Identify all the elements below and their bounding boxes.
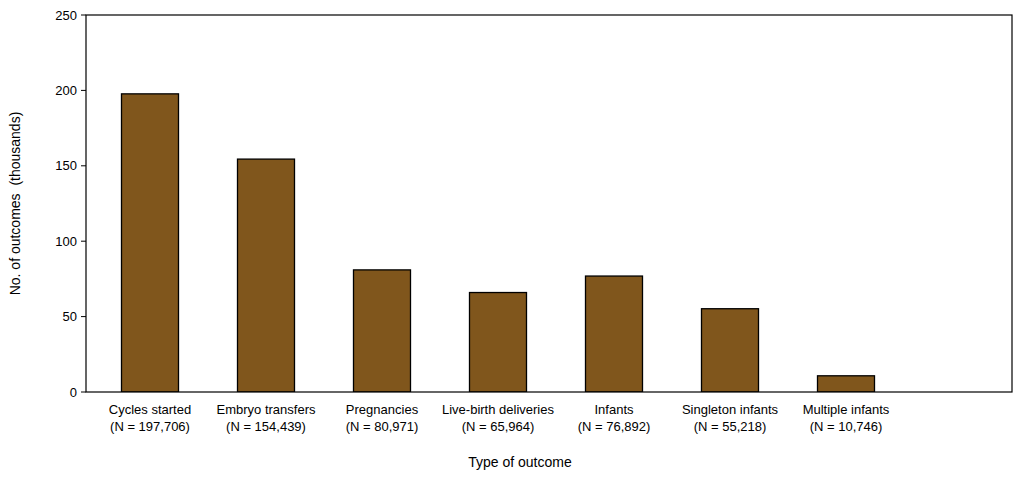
bars <box>122 94 875 392</box>
bar <box>238 159 295 392</box>
bar <box>702 309 759 392</box>
y-tick-label: 50 <box>63 309 77 324</box>
y-tick-label: 100 <box>55 234 77 249</box>
y-tick <box>81 90 86 91</box>
category-label: Pregnancies(N = 80,971) <box>346 402 419 434</box>
plot-frame <box>86 15 1012 392</box>
bar <box>586 276 643 392</box>
category-label: Singleton infants(N = 55,218) <box>682 402 779 434</box>
y-axis-label: No. of outcomes (thousands) <box>7 112 23 296</box>
chart: Cycles started(N = 197,706) Embryo transf… <box>0 0 1020 477</box>
bar <box>354 270 411 392</box>
category-label: Live-birth deliveries(N = 65,964) <box>442 402 554 434</box>
y-tick-label: 0 <box>70 385 77 400</box>
y-tick-label: 250 <box>55 8 77 23</box>
y-tick <box>81 241 86 242</box>
y-tick <box>81 165 86 166</box>
category-label: Embryo transfers(N = 154,439) <box>217 402 316 434</box>
y-tick <box>81 15 86 16</box>
category-label: Cycles started(N = 197,706) <box>109 402 191 434</box>
category-label: Multiple infants(N = 10,746) <box>803 402 890 434</box>
y-tick-label: 150 <box>55 158 77 173</box>
y-tick <box>81 316 86 317</box>
y-tick <box>81 392 86 393</box>
bar <box>470 293 527 392</box>
category-label: Infants(N = 76,892) <box>578 402 651 434</box>
bar <box>818 376 875 392</box>
y-tick-label: 200 <box>55 83 77 98</box>
bar <box>122 94 179 392</box>
x-axis-label: Type of outcome <box>468 454 572 470</box>
